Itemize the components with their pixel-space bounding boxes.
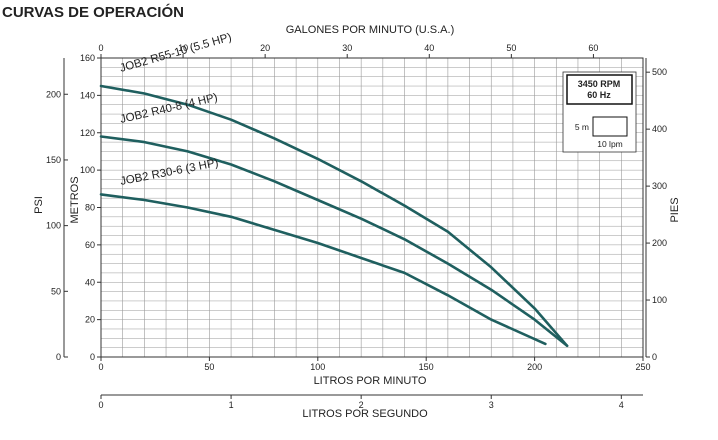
pies-tick-label: 300: [652, 181, 667, 191]
secondary-bottom-axis-label: LITROS POR SEGUNDO: [302, 408, 428, 420]
psi-tick-label: 150: [46, 155, 61, 165]
series-label-3: JOB2 R30-6 (3 HP): [119, 157, 219, 188]
x-tick-label: 100: [310, 362, 325, 372]
metros-tick-label: 140: [80, 90, 95, 100]
scale-box: [592, 116, 628, 137]
series-label-1: JOB2 R55-10 (5.5 HP): [119, 31, 234, 74]
lps-tick-label: 3: [489, 400, 494, 410]
metros-tick-label: 120: [80, 128, 95, 138]
hz-label: 60 Hz: [587, 90, 611, 100]
metros-tick-label: 20: [85, 315, 95, 325]
metros-axis-label: METROS: [69, 176, 81, 223]
series-curve-2: [99, 135, 569, 348]
metros-tick-label: 40: [85, 277, 95, 287]
metros-tick-label: 100: [80, 165, 95, 175]
top-tick-label: 60: [588, 43, 598, 53]
pies-tick-label: 0: [652, 352, 657, 362]
psi-tick-label: 200: [46, 89, 61, 99]
psi-tick-label: 100: [46, 221, 61, 231]
series-curve-3: [99, 193, 547, 346]
pies-axis-label: PIES: [669, 197, 681, 222]
x-tick-label: 150: [419, 362, 434, 372]
x-tick-label: 50: [204, 362, 214, 372]
pies-tick-label: 500: [652, 67, 667, 77]
psi-tick-label: 50: [51, 286, 61, 296]
series-label-2: JOB2 R40-8 (4 HP): [119, 92, 219, 126]
grid: [100, 57, 644, 358]
rpm-label: 3450 RPM: [578, 79, 621, 89]
pies-tick-label: 400: [652, 124, 667, 134]
metros-tick-label: 80: [85, 203, 95, 213]
lps-tick-label: 2: [359, 400, 364, 410]
pies-tick-label: 100: [652, 295, 667, 305]
top-tick-label: 0: [98, 43, 103, 53]
scale-flow-label: 10 lpm: [597, 139, 623, 149]
x-tick-label: 250: [635, 362, 650, 372]
metros-tick-label: 0: [90, 352, 95, 362]
top-tick-label: 50: [506, 43, 516, 53]
top-tick-label: 20: [260, 43, 270, 53]
rpm-box: [566, 74, 633, 105]
top-tick-label: 30: [342, 43, 352, 53]
metros-tick-label: 160: [80, 53, 95, 63]
lps-tick-label: 1: [229, 400, 234, 410]
psi-axis-label: PSI: [33, 196, 45, 214]
page-title: CURVAS DE OPERACIÓN: [2, 3, 184, 21]
series-curve-1: [99, 84, 569, 348]
top-tick-label: 10: [178, 43, 188, 53]
metros-tick-label: 60: [85, 240, 95, 250]
x-tick-label: 0: [98, 362, 103, 372]
top-axis-label: GALONES POR MINUTO (U.S.A.): [286, 24, 455, 36]
bottom-axis-label: LITROS POR MINUTO: [314, 375, 427, 387]
pies-tick-label: 200: [652, 238, 667, 248]
top-tick-label: 40: [424, 43, 434, 53]
lps-tick-label: 0: [98, 400, 103, 410]
scale-height-label: 5 m: [575, 122, 589, 132]
x-tick-label: 200: [527, 362, 542, 372]
psi-tick-label: 0: [56, 352, 61, 362]
lps-tick-label: 4: [619, 400, 624, 410]
